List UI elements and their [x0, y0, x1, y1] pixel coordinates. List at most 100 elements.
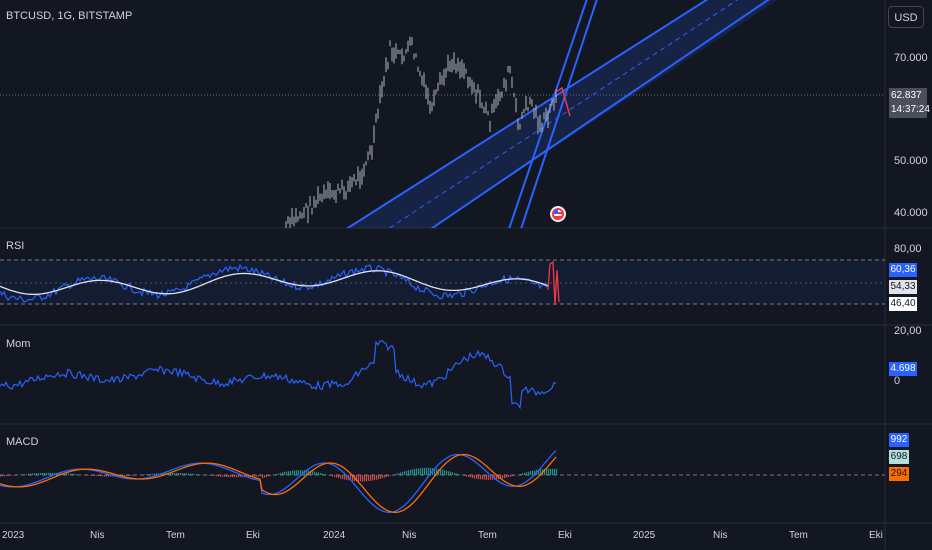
macd-histogram-bar	[194, 474, 196, 476]
macd-histogram-bar	[274, 474, 276, 475]
macd-histogram-bar	[420, 468, 422, 475]
macd-histogram-bar	[436, 468, 438, 475]
macd-histogram-bar	[502, 475, 504, 479]
macd-histogram-bar	[284, 471, 286, 476]
macd-histogram-bar	[216, 475, 218, 477]
macd-histogram-bar	[382, 475, 384, 479]
macd-histogram-bar	[156, 473, 158, 476]
macd-histogram-bar	[524, 472, 526, 476]
macd-histogram-bar	[310, 470, 312, 475]
macd-histogram-bar	[292, 470, 294, 476]
time-axis-label: 2023	[2, 530, 25, 541]
macd-histogram-bar	[418, 468, 420, 475]
macd-histogram-bar	[546, 468, 548, 475]
macd-pane-title[interactable]: MACD	[6, 436, 39, 448]
bar-countdown: 14:37:24	[891, 104, 930, 115]
us-flag-event-icon[interactable]	[550, 206, 566, 222]
macd-histogram-bar	[184, 473, 186, 475]
macd-histogram-bar	[314, 471, 316, 475]
macd-histogram-bar	[540, 469, 542, 476]
macd-histogram-bar	[416, 468, 418, 475]
macd-histogram-bar	[224, 475, 226, 477]
macd-histogram-bar	[74, 474, 76, 475]
momentum-line	[0, 339, 557, 410]
trend-line-a[interactable]	[508, 0, 590, 232]
macd-histogram-bar	[532, 470, 534, 475]
macd-histogram-bar	[302, 470, 304, 476]
macd-histogram-bar	[426, 467, 428, 476]
rsi-level-tag: 46,40	[889, 297, 917, 311]
macd-histogram-bar	[352, 475, 354, 481]
macd-histogram-bar	[214, 475, 216, 476]
macd-histogram-bar	[228, 475, 230, 477]
macd-histogram-bar	[298, 470, 300, 476]
rsi-ma-tag: 54,33	[889, 280, 917, 294]
macd-histogram-bar	[260, 475, 262, 477]
macd-histogram-bar	[32, 473, 34, 476]
macd-histogram-bar	[414, 468, 416, 475]
mom-axis-label: 0	[894, 375, 901, 387]
macd-histogram-bar	[374, 475, 376, 481]
macd-line	[0, 449, 557, 513]
macd-histogram-bar	[124, 475, 126, 477]
macd-histogram-bar	[514, 475, 516, 476]
macd-histogram-bar	[340, 475, 342, 479]
macd-histogram-bar	[538, 469, 540, 476]
macd-histogram-bar	[102, 475, 104, 477]
macd-histogram-bar	[210, 475, 212, 476]
macd-histogram-bar	[300, 470, 302, 476]
macd-histogram-bar	[154, 473, 156, 475]
mom-pane-title[interactable]: Mom	[6, 338, 31, 350]
macd-histogram-bar	[388, 475, 390, 477]
macd-histogram-bar	[108, 475, 110, 477]
macd-histogram-bar	[554, 468, 556, 476]
macd-histogram-bar	[422, 467, 424, 476]
macd-histogram-bar	[8, 475, 10, 476]
macd-histogram-bar	[526, 472, 528, 475]
currency-button[interactable]: USD	[888, 6, 924, 28]
macd-histogram-bar	[152, 473, 154, 476]
macd-histogram-bar	[380, 475, 382, 479]
macd-histogram-bar	[358, 475, 360, 482]
macd-histogram-bar	[330, 475, 332, 476]
macd-histogram-bar	[180, 473, 182, 475]
macd-histogram-bar	[0, 475, 2, 477]
macd-histogram-bar	[106, 475, 108, 477]
macd-histogram-bar	[52, 472, 54, 475]
channel-upper-line[interactable]	[340, 0, 730, 233]
macd-histogram-bar	[282, 472, 284, 475]
macd-histogram-bar	[490, 475, 492, 480]
macd-histogram-bar	[316, 472, 318, 475]
macd-histogram-bar	[288, 471, 290, 475]
macd-histogram-bar	[132, 475, 134, 476]
macd-histogram-bar	[38, 473, 40, 475]
macd-histogram-bar	[100, 475, 102, 477]
macd-histogram-bar	[188, 473, 190, 476]
trend-line-b[interactable]	[520, 0, 600, 232]
macd-histogram-bar	[286, 471, 288, 476]
macd-histogram-bar	[126, 475, 128, 476]
macd-histogram-bar	[176, 472, 178, 475]
macd-histogram-bar	[472, 475, 474, 478]
rsi-pane-title[interactable]: RSI	[6, 240, 25, 252]
macd-histogram-bar	[262, 475, 264, 478]
time-axis-label: Eki	[558, 530, 572, 541]
macd-histogram-bar	[234, 475, 236, 478]
macd-histogram-bar	[398, 473, 400, 475]
macd-histogram-bar	[446, 470, 448, 475]
macd-histogram-bar	[46, 472, 48, 475]
macd-histogram-bar	[368, 475, 370, 481]
macd-histogram-bar	[96, 475, 98, 476]
macd-histogram-bar	[488, 475, 490, 480]
macd-histogram-bar	[198, 474, 200, 476]
macd-histogram-bar	[556, 469, 558, 476]
macd-histogram-bar	[290, 470, 292, 475]
symbol-title[interactable]: BTCUSD, 1G, BITSTAMP	[6, 10, 133, 22]
macd-histogram-bar	[346, 475, 348, 480]
macd-histogram-bar	[268, 475, 270, 477]
macd-histogram-bar	[386, 475, 388, 477]
macd-histogram-bar	[486, 475, 488, 480]
macd-histogram-bar	[444, 470, 446, 475]
channel-lower-line[interactable]	[425, 0, 790, 233]
